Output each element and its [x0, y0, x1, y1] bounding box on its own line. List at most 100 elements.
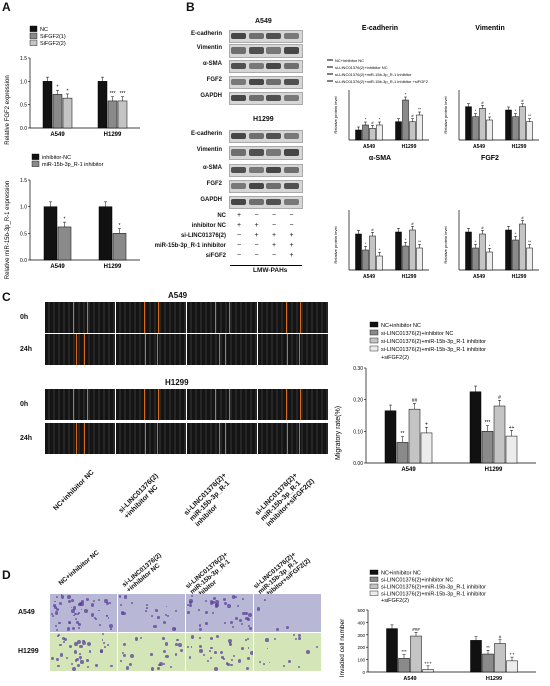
c-ytick-label: 0.00	[353, 461, 363, 467]
cell-dot	[79, 656, 83, 659]
bq-bar	[472, 116, 479, 141]
cell-dot	[99, 649, 103, 654]
cell-dot	[176, 638, 179, 642]
d-sig: ###	[412, 627, 420, 632]
a1-bar	[97, 81, 108, 129]
bq-sig: **	[418, 239, 422, 244]
c-bar	[420, 432, 433, 464]
a2-legend-label: inhibitor-NC	[42, 155, 71, 161]
blot-band	[248, 33, 264, 39]
scratch-edge-line	[299, 334, 300, 365]
blot-band	[266, 149, 281, 156]
scratch-edge-line	[158, 389, 159, 420]
c-legend-swatch	[369, 329, 379, 336]
cell-dot	[227, 662, 230, 666]
c-sig: **	[401, 431, 405, 437]
a1-xtick-label: A549	[50, 132, 65, 138]
transwell-row-label: H1299	[18, 648, 39, 655]
blot-band	[283, 47, 299, 54]
cell-dot	[170, 665, 173, 669]
c-xtick-label: H1299	[485, 467, 503, 473]
cell-dot	[268, 661, 271, 664]
a1-legend-swatch	[29, 39, 38, 46]
cell-dot	[306, 650, 310, 654]
cell-dot	[87, 641, 92, 646]
a2-legend-swatch	[31, 153, 40, 160]
d-sig: ***	[401, 649, 407, 654]
scratch-image	[187, 389, 257, 420]
d-legend-swatch	[369, 583, 379, 589]
cell-dot	[215, 604, 219, 608]
scratch-edge-line	[144, 389, 145, 420]
c-legend-swatch	[369, 337, 379, 344]
cell-dot	[76, 639, 81, 644]
cell-dot	[122, 651, 125, 654]
cell-dot	[86, 659, 89, 662]
treatment-sign: +	[254, 222, 259, 229]
cell-dot	[231, 595, 236, 599]
bq-sig: *	[515, 108, 517, 113]
cell-dot	[211, 601, 215, 605]
c-bar	[481, 431, 494, 464]
blot-band	[248, 149, 264, 156]
cell-dot	[256, 607, 261, 611]
c-bar	[493, 405, 506, 464]
cell-dot	[204, 610, 209, 615]
scratch-image	[45, 389, 115, 420]
c-bar	[384, 410, 397, 464]
blot-band	[248, 183, 264, 189]
lmw-pahs-line	[230, 265, 302, 266]
b-mini-bars: *#**#**	[465, 215, 533, 271]
blot-band	[231, 149, 246, 156]
treatment-sign: −	[237, 242, 242, 249]
bq-sig: #	[481, 225, 484, 230]
cell-dot	[209, 602, 213, 606]
cell-dot	[93, 599, 96, 602]
cell-dot	[81, 600, 85, 604]
cell-dot	[74, 659, 78, 662]
d-legend-swatch	[369, 576, 379, 582]
bq-sig: **	[528, 113, 532, 118]
cell-dot	[55, 595, 59, 599]
cell-dot	[225, 662, 229, 666]
cell-dot	[204, 621, 208, 625]
cell-dot	[76, 657, 80, 661]
cell-dot	[229, 643, 233, 647]
scratch-edge-line	[145, 423, 146, 454]
cell-dot	[179, 649, 183, 653]
cell-dot	[248, 625, 251, 628]
scratch-edge-line	[73, 389, 74, 420]
cell-dot	[276, 628, 280, 632]
cell-dot	[210, 636, 214, 640]
b-mini-title: FGF2	[481, 155, 499, 162]
c-ytick-label: 0.10	[353, 429, 363, 435]
d-bar	[470, 640, 482, 673]
a1-legend-swatch	[29, 25, 38, 32]
blot-band	[283, 79, 299, 85]
cell-dot	[231, 625, 234, 628]
bq-bar	[369, 235, 376, 271]
a1-ytick-label: 1.0	[20, 79, 27, 85]
scratch-col-label: si-LINC01376(2)+ miR-15b-3p_R-1 inhibito…	[254, 472, 316, 529]
cell-dot	[70, 609, 75, 614]
cell-dot	[187, 646, 190, 649]
scratch-edge-line	[84, 423, 85, 454]
cell-dot	[223, 601, 228, 606]
c-legend-label: si-LINC01376(2)+miR-15b-3p_R-1 inhibitor	[381, 347, 486, 353]
a1-legend-swatch	[29, 32, 38, 39]
b-legend-label: si-LINC01376(2)+miR-15b-3p_R-1 inhibitor	[335, 72, 412, 77]
cell-dot	[294, 637, 297, 640]
bq-xtick-label: H1299	[512, 144, 527, 150]
bq-bar	[395, 121, 402, 141]
panel-letter-b: B	[186, 0, 195, 14]
blot-band	[248, 63, 264, 69]
cell-dot	[258, 661, 261, 664]
bq-sig: #	[411, 221, 414, 226]
a1-legend-label: SiFGF2(1)	[40, 34, 66, 40]
cell-dot	[78, 611, 81, 614]
scratch-edge-line	[157, 423, 158, 454]
b-mini-title: Vimentin	[475, 25, 504, 32]
d-legend-swatch	[369, 590, 379, 596]
cell-dot	[150, 653, 153, 656]
cell-dot	[165, 605, 168, 608]
